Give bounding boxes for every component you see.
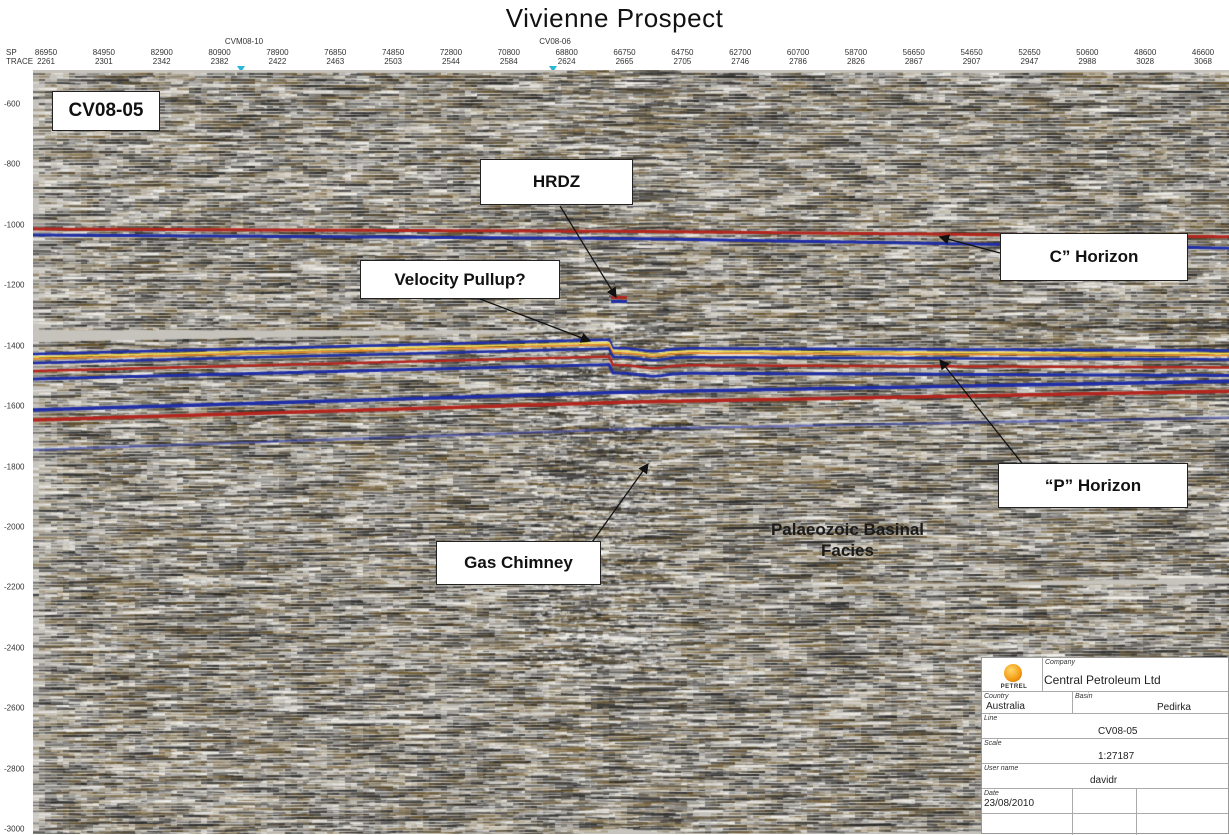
trace-tick-label: 2665	[615, 57, 634, 66]
sp-tick-label: 58700	[844, 48, 868, 57]
sp-tick-label: 78900	[266, 48, 289, 57]
tb-line-row: Line CV08-05	[982, 714, 1228, 739]
depth-tick-label: -1800	[4, 462, 25, 471]
sp-tick-label: 66750	[613, 48, 636, 57]
sp-tick-label: 60700	[786, 48, 810, 57]
sp-tick-label: 48600	[1134, 48, 1157, 57]
depth-tick-label: -2000	[4, 522, 25, 532]
trace-tick-label: 2261	[37, 57, 55, 66]
trace-tick-label: 2624	[557, 57, 576, 66]
sp-tick-label: 84950	[92, 48, 115, 57]
depth-tick-label: -2200	[4, 582, 25, 592]
sp-tick-label: 72800	[439, 48, 463, 57]
well-marker-icon	[237, 66, 245, 72]
tb-user-row: User name davidr	[982, 764, 1228, 789]
sp-tick-label: 62700	[729, 48, 752, 57]
gas-chimney-callout: Gas Chimney	[436, 541, 601, 585]
trace-tick-label: 2907	[962, 57, 981, 66]
depth-tick-label: -2400	[4, 643, 25, 653]
line-value: CV08-05	[1098, 726, 1138, 737]
country-value: Australia	[986, 701, 1025, 712]
sp-tick-label: 80900	[208, 48, 231, 57]
trace-tick-label: 2867	[904, 57, 923, 66]
depth-tick-label: -3000	[4, 824, 25, 834]
trace-tick-label: 2988	[1078, 57, 1097, 66]
sp-tick-label: 56650	[902, 48, 925, 57]
sp-tick-label: 68800	[555, 48, 578, 57]
trace-tick-label: 3028	[1136, 57, 1155, 66]
petrel-logo-icon	[1004, 664, 1022, 682]
trace-tick-label: 2382	[210, 57, 229, 66]
well-label-cvm08-10: CVM08-10	[224, 37, 264, 46]
hrdz-callout: HRDZ	[480, 159, 633, 205]
tb-country-row: Country Australia Basin Pedirka	[982, 692, 1228, 714]
trace-tick-label: 2746	[731, 57, 750, 66]
basin-value: Pedirka	[1157, 702, 1191, 713]
company-key: Company	[1045, 659, 1075, 666]
depth-tick-label: -600	[4, 99, 21, 109]
sp-tick-label: 52650	[1018, 48, 1041, 57]
tb-scale-row: Scale 1:27187	[982, 739, 1228, 764]
sp-tick-label: 54650	[960, 48, 983, 57]
date-value: 23/08/2010	[984, 798, 1035, 809]
trace-tick-label: 2947	[1020, 57, 1039, 66]
sp-tick-label: 86950	[34, 48, 58, 57]
depth-tick-label: -800	[4, 159, 21, 169]
trace-tick-label: 2342	[152, 57, 171, 66]
well-marker-icon	[549, 66, 557, 72]
trace-tick-label: 2584	[499, 57, 518, 66]
trace-axis: TRACE 2261 2301 2342 2382 2422 2463 2503 2544 25…	[0, 57, 1229, 67]
sp-tick-label: 74850	[381, 48, 405, 57]
petrel-logo: PETREL	[986, 662, 1042, 692]
depth-tick-label: -1400	[4, 341, 25, 351]
scale-key: Scale	[984, 740, 1002, 747]
well-label-cv08-06: CV08-06	[539, 37, 571, 46]
depth-tick-label: -2600	[4, 703, 25, 713]
user-key: User name	[984, 765, 1019, 772]
facies-line-2: Facies	[821, 541, 874, 560]
depth-tick-label: -1200	[4, 280, 25, 290]
scale-value: 1:27187	[1098, 751, 1135, 762]
basin-key: Basin	[1075, 693, 1093, 700]
date-key: Date	[984, 790, 999, 797]
trace-tick-label: 2705	[673, 57, 692, 66]
tb-company-row: PETREL Company Central Petroleum Ltd	[982, 658, 1228, 692]
petrel-logo-text: PETREL	[1000, 684, 1028, 690]
velocity-pullup-callout: Velocity Pullup?	[360, 260, 560, 299]
country-key: Country	[984, 693, 1009, 700]
trace-tick-label: 2786	[789, 57, 807, 66]
trace-axis-key: TRACE	[6, 57, 34, 66]
line-label: CV08-05	[52, 91, 160, 131]
sp-axis-key: SP	[6, 48, 17, 57]
trace-tick-label: 2544	[442, 57, 460, 66]
title-block: PETREL Company Central Petroleum Ltd Cou…	[981, 657, 1229, 835]
section-title: Vivienne Prospect	[505, 3, 724, 33]
sp-tick-label: 76850	[324, 48, 347, 57]
trace-tick-label: 2422	[268, 57, 287, 66]
depth-tick-label: -1000	[4, 220, 25, 230]
trace-tick-label: 2463	[326, 57, 345, 66]
tb-date-row: Date 23/08/2010	[982, 789, 1228, 835]
company-value: Central Petroleum Ltd	[1044, 673, 1161, 687]
user-value: davidr	[1090, 775, 1118, 786]
line-key: Line	[984, 715, 998, 722]
trace-tick-label: 3068	[1194, 57, 1212, 66]
sp-tick-label: 70800	[497, 48, 520, 57]
depth-tick-label: -1600	[4, 401, 25, 411]
trace-tick-label: 2301	[94, 57, 113, 66]
basinal-facies-label: Palaeozoic Basinal Facies	[750, 519, 945, 561]
sp-tick-label: 64750	[671, 48, 694, 57]
c-horizon-callout: C” Horizon	[1000, 233, 1188, 281]
sp-tick-label: 82900	[150, 48, 173, 57]
trace-tick-label: 2503	[384, 57, 402, 66]
p-horizon-callout: “P” Horizon	[998, 463, 1188, 508]
depth-tick-label: -2800	[4, 764, 25, 774]
sp-tick-label: 46600	[1191, 48, 1215, 57]
sp-tick-label: 50600	[1076, 48, 1099, 57]
sp-axis: SP 86950 84950 82900 80900 78900 76850 74850 72…	[0, 48, 1229, 58]
trace-tick-label: 2826	[846, 57, 865, 66]
facies-line-1: Palaeozoic Basinal	[770, 520, 925, 539]
